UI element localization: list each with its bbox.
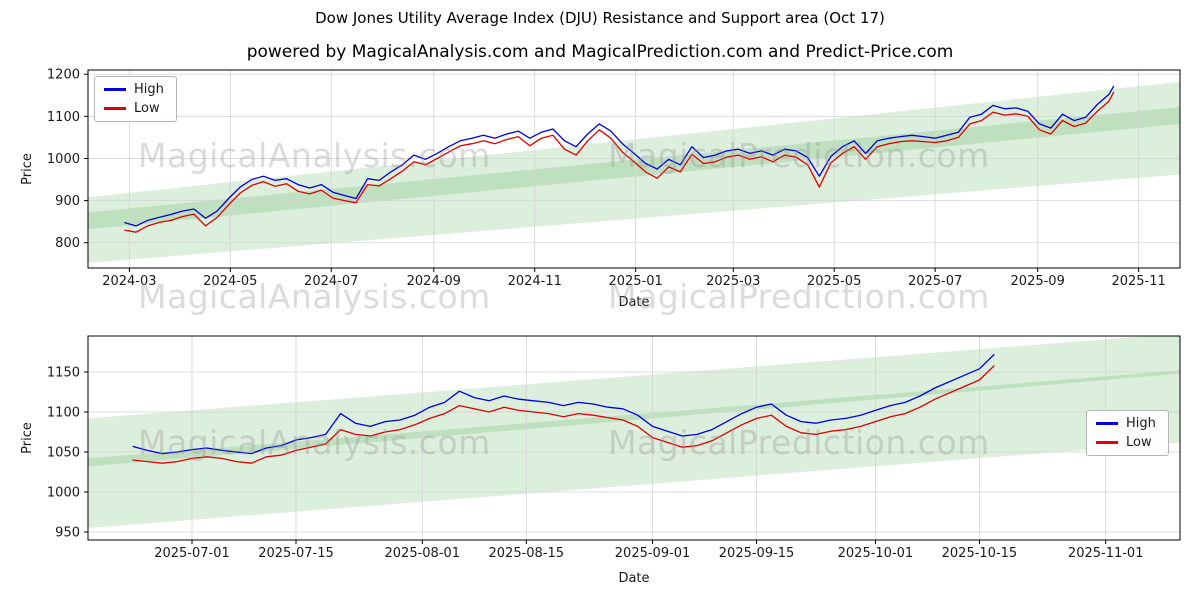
svg-text:1000: 1000 (47, 152, 80, 167)
legend-item-low: Low (1096, 436, 1156, 449)
svg-text:1150: 1150 (47, 366, 80, 381)
svg-text:2025-09-15: 2025-09-15 (719, 546, 795, 561)
figure-subtitle: powered by MagicalAnalysis.com and Magic… (246, 42, 954, 62)
svg-text:2025-03: 2025-03 (706, 274, 760, 289)
legend-label-low: Low (1126, 435, 1152, 450)
svg-text:2025-08-15: 2025-08-15 (489, 546, 565, 561)
svg-text:2025-08-01: 2025-08-01 (385, 546, 461, 561)
svg-text:950: 950 (55, 526, 80, 541)
top-chart-legend: High Low (94, 76, 177, 122)
svg-text:2024-07: 2024-07 (304, 274, 358, 289)
svg-text:2025-01: 2025-01 (608, 274, 662, 289)
high-line-swatch (104, 88, 126, 91)
svg-text:2025-05: 2025-05 (807, 274, 861, 289)
svg-text:2025-07-01: 2025-07-01 (154, 546, 230, 561)
svg-text:2025-07-15: 2025-07-15 (258, 546, 334, 561)
figure-title: Dow Jones Utility Average Index (DJU) Re… (315, 9, 885, 27)
svg-text:1050: 1050 (47, 446, 80, 461)
svg-text:1100: 1100 (47, 406, 80, 421)
legend-item-high: High (104, 83, 164, 96)
svg-text:2024-09: 2024-09 (407, 274, 461, 289)
svg-text:900: 900 (55, 194, 80, 209)
legend-label-high: High (1126, 416, 1156, 431)
svg-text:1100: 1100 (47, 110, 80, 125)
svg-text:Date: Date (618, 571, 649, 586)
legend-item-high: High (1096, 417, 1156, 430)
high-line-swatch (1096, 422, 1118, 425)
svg-text:2024-03: 2024-03 (102, 274, 156, 289)
svg-text:2025-09: 2025-09 (1011, 274, 1065, 289)
svg-text:2025-07: 2025-07 (908, 274, 962, 289)
chart-svg: 2025-07-01 2025-07-15 2025-08-01 2025-08-15… (20, 335, 1181, 586)
svg-text:2024-11: 2024-11 (508, 274, 562, 289)
svg-text:800: 800 (55, 236, 80, 251)
svg-text:2025-10-15: 2025-10-15 (942, 546, 1018, 561)
svg-text:Price: Price (20, 153, 35, 185)
low-line-swatch (104, 107, 126, 110)
svg-text:Date: Date (618, 295, 649, 310)
svg-text:2024-05: 2024-05 (203, 274, 257, 289)
bottom-chart: 2025-07-01 2025-07-15 2025-08-01 2025-08-15… (0, 320, 1200, 600)
chart-svg: 2024-03 2024-05 2024-07 2024-09 2024-11 2025-… (20, 68, 1181, 310)
svg-text:2025-11: 2025-11 (1111, 274, 1165, 289)
svg-text:2025-10-01: 2025-10-01 (838, 546, 914, 561)
svg-text:Price: Price (20, 422, 35, 454)
legend-label-high: High (134, 82, 164, 97)
bottom-chart-legend: High Low (1086, 410, 1169, 456)
svg-text:2025-09-01: 2025-09-01 (615, 546, 691, 561)
svg-text:2025-11-01: 2025-11-01 (1068, 546, 1144, 561)
low-line-swatch (1096, 441, 1118, 444)
svg-text:1200: 1200 (47, 68, 80, 83)
legend-label-low: Low (134, 101, 160, 116)
top-chart: 2024-03 2024-05 2024-07 2024-09 2024-11 2025-… (0, 60, 1200, 312)
svg-text:1000: 1000 (47, 486, 80, 501)
legend-item-low: Low (104, 102, 164, 115)
